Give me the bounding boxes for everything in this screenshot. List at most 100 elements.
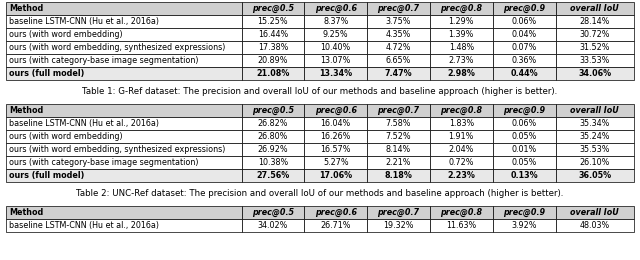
Text: prec@0.5: prec@0.5 [252,208,294,217]
Bar [430,156,493,169]
Bar [241,156,304,169]
Text: 26.82%: 26.82% [258,119,288,128]
Text: ours (full model): ours (full model) [9,171,84,180]
Text: 0.05%: 0.05% [511,158,537,167]
Bar [367,219,430,232]
Bar [304,54,367,67]
Text: 34.06%: 34.06% [578,69,611,78]
Bar [556,41,634,54]
Bar [556,206,634,219]
Text: Table 1: G-Ref dataset: The precision and overall IoU of our methods and baselin: Table 1: G-Ref dataset: The precision an… [83,88,557,96]
Text: 0.13%: 0.13% [510,171,538,180]
Text: 1.39%: 1.39% [449,30,474,39]
Bar [430,54,493,67]
Bar [304,15,367,28]
Bar [304,117,367,130]
Text: ours (full model): ours (full model) [9,69,84,78]
Bar [430,41,493,54]
Text: 5.27%: 5.27% [323,158,349,167]
Bar [556,15,634,28]
Bar [430,104,493,117]
Text: 17.06%: 17.06% [319,171,352,180]
Bar [430,28,493,41]
Bar [241,41,304,54]
Text: 48.03%: 48.03% [580,221,610,230]
Text: overall IoU: overall IoU [570,106,619,115]
Bar [367,117,430,130]
Bar [367,206,430,219]
Text: prec@0.7: prec@0.7 [378,106,420,115]
Bar [430,219,493,232]
Bar [367,15,430,28]
Text: ours (with word embedding, synthesized expressions): ours (with word embedding, synthesized e… [9,43,225,52]
Text: prec@0.9: prec@0.9 [503,208,545,217]
Text: 7.58%: 7.58% [386,119,412,128]
Text: baseline LSTM-CNN (Hu et al., 2016a): baseline LSTM-CNN (Hu et al., 2016a) [9,119,159,128]
Text: 17.38%: 17.38% [258,43,288,52]
Bar [430,117,493,130]
Text: overall IoU: overall IoU [570,4,619,13]
Bar [304,156,367,169]
Text: 30.72%: 30.72% [579,30,610,39]
Text: 8.14%: 8.14% [386,145,411,154]
Bar [493,67,556,80]
Bar [493,130,556,143]
Text: 15.25%: 15.25% [257,17,288,26]
Bar [493,28,556,41]
Bar [556,219,634,232]
Bar [241,206,304,219]
Bar [367,28,430,41]
Bar [304,143,367,156]
Bar [556,156,634,169]
Bar [556,2,634,15]
Bar [241,67,304,80]
Text: prec@0.6: prec@0.6 [315,106,356,115]
Bar [6,67,241,80]
Bar [493,219,556,232]
Bar [493,143,556,156]
Bar [6,143,241,156]
Text: 28.14%: 28.14% [580,17,610,26]
Bar [241,2,304,15]
Text: prec@0.5: prec@0.5 [252,106,294,115]
Bar [493,117,556,130]
Bar [493,169,556,182]
Text: 8.37%: 8.37% [323,17,348,26]
Bar [6,219,241,232]
Bar [430,169,493,182]
Text: 16.57%: 16.57% [321,145,351,154]
Bar [367,104,430,117]
Bar [304,219,367,232]
Text: 31.52%: 31.52% [579,43,610,52]
Bar [493,104,556,117]
Text: prec@0.8: prec@0.8 [440,106,483,115]
Bar [430,2,493,15]
Text: 16.44%: 16.44% [258,30,288,39]
Text: 34.02%: 34.02% [258,221,288,230]
Text: 16.04%: 16.04% [321,119,351,128]
Text: 13.07%: 13.07% [321,56,351,65]
Text: 0.06%: 0.06% [511,17,537,26]
Text: 9.25%: 9.25% [323,30,349,39]
Bar [556,67,634,80]
Bar [241,219,304,232]
Text: 35.24%: 35.24% [579,132,610,141]
Bar [493,54,556,67]
Text: 35.53%: 35.53% [579,145,610,154]
Text: 6.65%: 6.65% [386,56,411,65]
Bar [304,67,367,80]
Bar [241,130,304,143]
Text: 3.92%: 3.92% [511,221,537,230]
Text: prec@0.7: prec@0.7 [378,208,420,217]
Text: 3.75%: 3.75% [386,17,412,26]
Bar [556,54,634,67]
Bar [367,41,430,54]
Bar [6,54,241,67]
Bar [430,15,493,28]
Bar [304,130,367,143]
Bar [6,104,241,117]
Text: 0.36%: 0.36% [511,56,537,65]
Text: 2.04%: 2.04% [449,145,474,154]
Text: 4.35%: 4.35% [386,30,411,39]
Text: Table 2: UNC-Ref dataset: The precision and overall IoU of our methods and basel: Table 2: UNC-Ref dataset: The precision … [76,190,564,198]
